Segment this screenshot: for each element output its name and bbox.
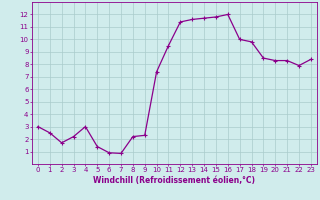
X-axis label: Windchill (Refroidissement éolien,°C): Windchill (Refroidissement éolien,°C) [93,176,255,185]
